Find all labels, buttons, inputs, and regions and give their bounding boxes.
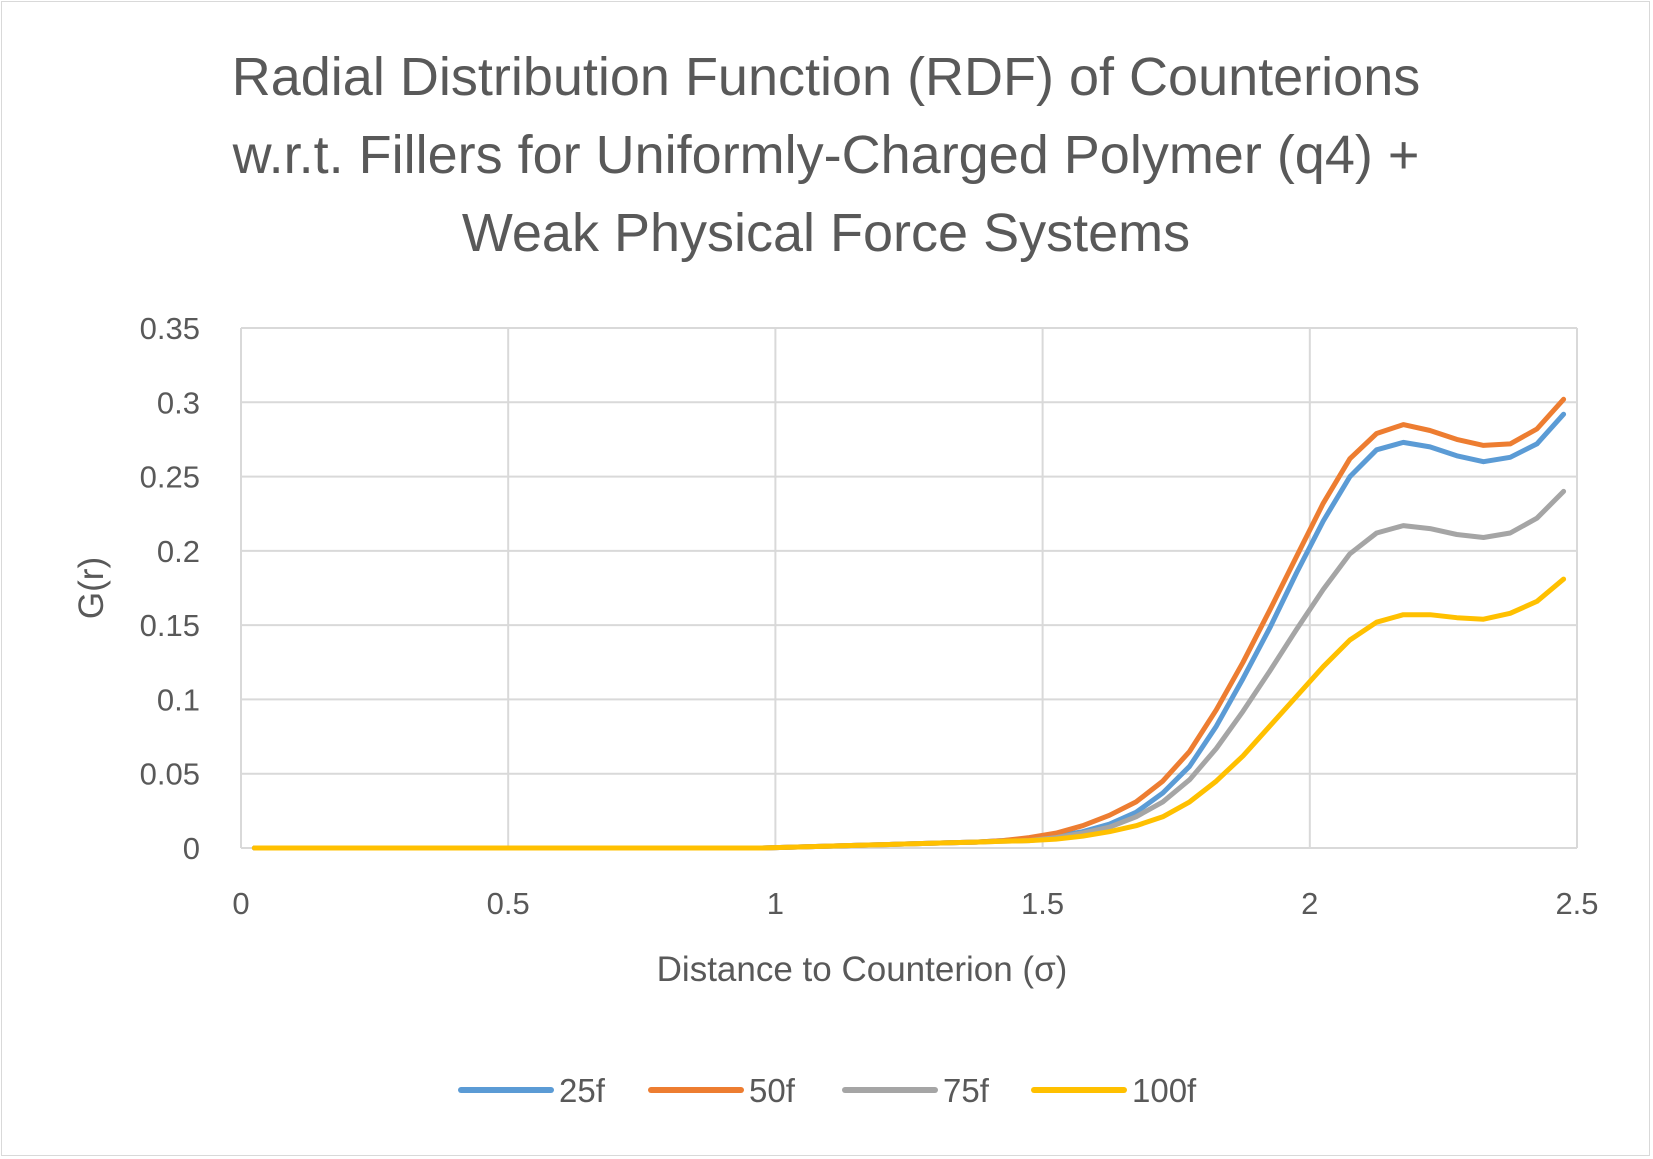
y-tick-label: 0.15 bbox=[140, 608, 200, 643]
series-lines bbox=[251, 396, 1567, 851]
series-line-50f bbox=[251, 396, 1567, 851]
x-tick-label: 0 bbox=[232, 886, 249, 921]
chart-title-line: Radial Distribution Function (RDF) of Co… bbox=[232, 47, 1420, 107]
y-tick-label: 0.25 bbox=[140, 460, 200, 495]
legend: 25f 50f 75f 100f bbox=[458, 1072, 1197, 1109]
legend-label-75f: 75f bbox=[943, 1072, 990, 1109]
x-axis-title: Distance to Counterion (σ) bbox=[657, 950, 1068, 989]
x-tick-label: 2 bbox=[1301, 886, 1318, 921]
legend-label-25f: 25f bbox=[559, 1072, 606, 1109]
legend-label-50f: 50f bbox=[749, 1072, 796, 1109]
y-tick-label: 0.1 bbox=[157, 682, 200, 717]
gridlines bbox=[240, 327, 1578, 849]
series-line-75f bbox=[251, 488, 1567, 851]
y-tick-label: 0.05 bbox=[140, 757, 200, 792]
y-axis-title: G(r) bbox=[72, 557, 111, 619]
y-tick-label: 0.35 bbox=[140, 311, 200, 346]
y-tick-label: 0.2 bbox=[157, 534, 200, 569]
chart-title-line: Weak Physical Force Systems bbox=[462, 203, 1190, 263]
x-axis-tick-labels: 0 0.5 1 1.5 2 2.5 bbox=[232, 886, 1598, 921]
y-tick-label: 0 bbox=[183, 831, 200, 866]
legend-label-100f: 100f bbox=[1132, 1072, 1197, 1109]
x-tick-label: 0.5 bbox=[487, 886, 530, 921]
series-line-100f bbox=[251, 576, 1567, 851]
y-axis-tick-labels: 0 0.05 0.1 0.15 0.2 0.25 0.3 0.35 bbox=[140, 311, 200, 866]
x-tick-label: 1.5 bbox=[1021, 886, 1064, 921]
y-tick-label: 0.3 bbox=[157, 385, 200, 420]
chart-title: Radial Distribution Function (RDF) of Co… bbox=[232, 47, 1421, 263]
x-tick-label: 2.5 bbox=[1555, 886, 1598, 921]
x-tick-label: 1 bbox=[767, 886, 784, 921]
chart-title-line: w.r.t. Fillers for Uniformly-Charged Pol… bbox=[232, 125, 1420, 185]
